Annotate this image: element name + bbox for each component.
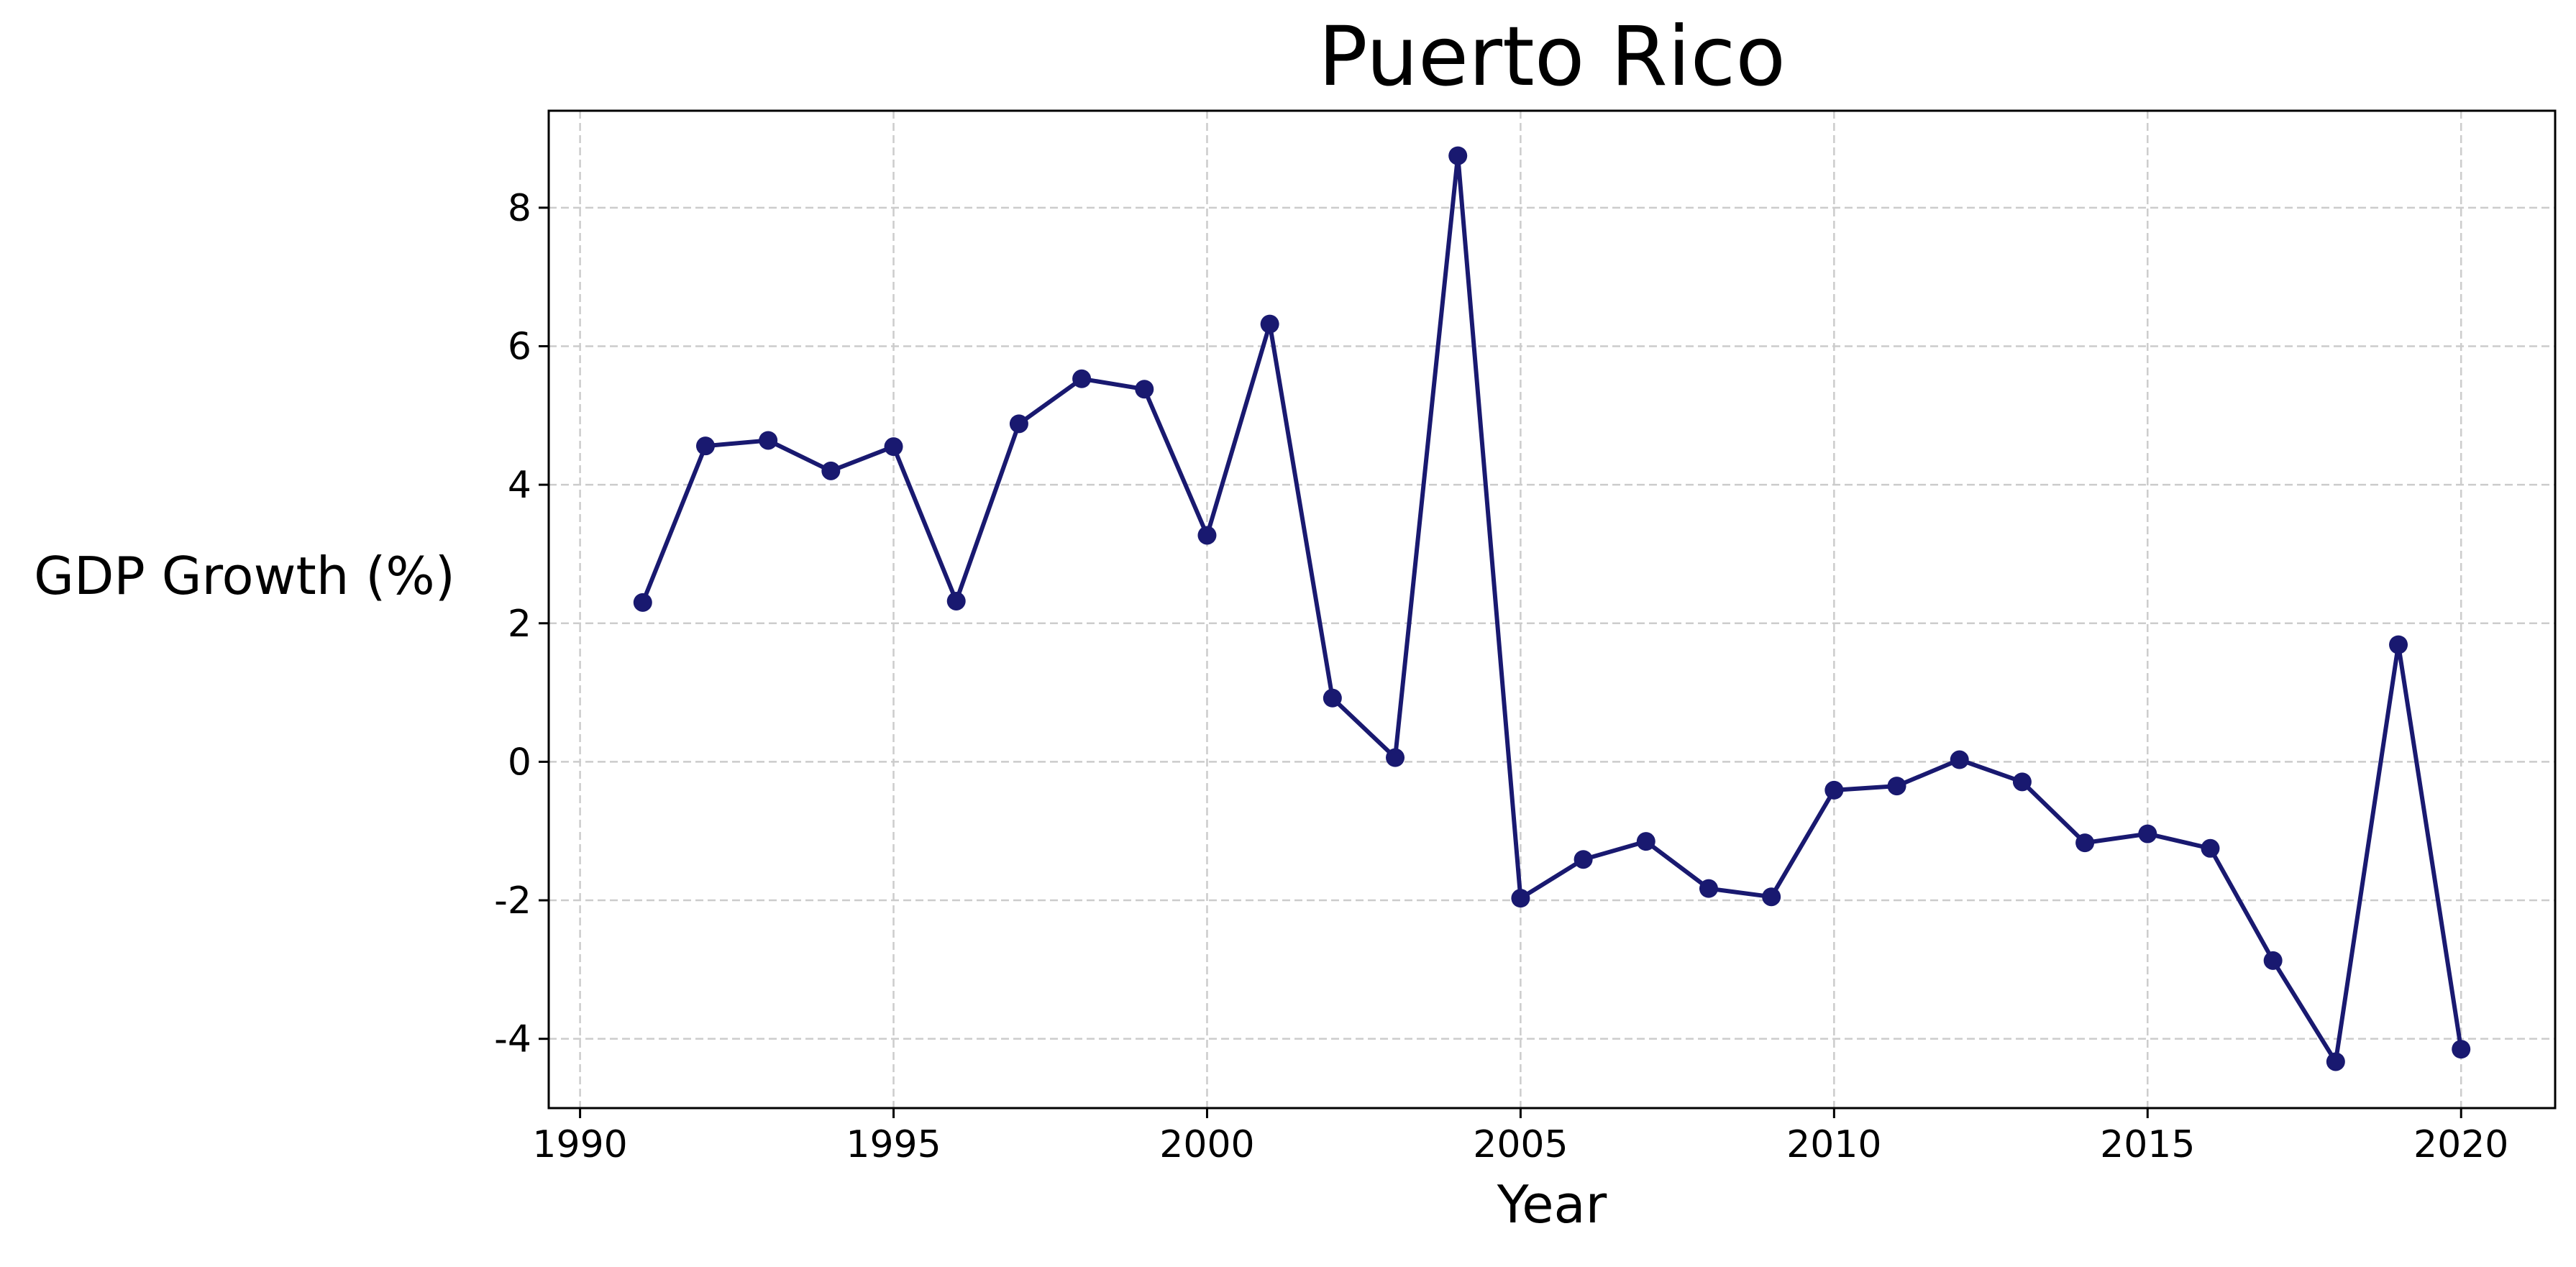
x-tick-label: 2000 xyxy=(1159,1123,1254,1166)
data-point xyxy=(1260,314,1279,334)
data-point xyxy=(2012,772,2032,792)
data-point xyxy=(633,593,652,612)
series-line xyxy=(640,153,2464,1064)
y-tick-label: 6 xyxy=(508,325,531,368)
y-tick-label: 4 xyxy=(508,464,531,507)
x-tick-label: 1995 xyxy=(846,1123,941,1166)
data-point xyxy=(1699,879,1718,898)
y-tick-label: -4 xyxy=(494,1018,531,1061)
y-axis-label: GDP Growth (%) xyxy=(34,546,455,606)
grid-lines xyxy=(549,111,2555,1108)
data-point xyxy=(1197,526,1217,545)
y-tick-label: -2 xyxy=(494,879,531,923)
data-point xyxy=(821,461,841,480)
data-point xyxy=(1009,414,1028,434)
x-axis-label: Year xyxy=(1497,1174,1607,1235)
data-point xyxy=(2326,1052,2345,1071)
data-point xyxy=(695,436,715,456)
data-point xyxy=(884,437,903,457)
data-point xyxy=(1762,887,1781,907)
x-tick-label: 2015 xyxy=(2100,1123,2195,1166)
data-point xyxy=(1950,750,1969,769)
series-layer xyxy=(633,146,2471,1071)
data-point xyxy=(1448,146,1468,165)
plot-frame xyxy=(547,109,2557,1110)
data-point xyxy=(2452,1040,2471,1059)
axis-ticks: 1990 1995 2000 2005 2010 2015 2020 -4 -2 0 2 4 6 8 xyxy=(494,187,2508,1166)
data-point xyxy=(1072,369,1092,388)
x-tick-label: 2010 xyxy=(1786,1123,1881,1166)
chart-title: Puerto Rico xyxy=(1318,9,1786,104)
data-point xyxy=(2201,838,2220,858)
data-point xyxy=(2263,951,2283,970)
data-point xyxy=(1511,889,1530,908)
data-point xyxy=(1574,850,1593,869)
data-point xyxy=(1386,748,1405,767)
data-point xyxy=(2138,824,2157,843)
x-tick-label: 1990 xyxy=(532,1123,627,1166)
y-tick-label: 0 xyxy=(508,741,531,784)
data-point xyxy=(1135,380,1154,399)
y-tick-label: 2 xyxy=(508,603,531,646)
data-point xyxy=(946,591,966,610)
y-tick-label: 8 xyxy=(508,187,531,230)
data-point xyxy=(1887,777,1906,796)
data-point xyxy=(2075,833,2095,853)
data-point xyxy=(1636,832,1655,851)
data-point xyxy=(2389,635,2408,654)
x-tick-label: 2005 xyxy=(1473,1123,1568,1166)
data-point xyxy=(759,431,778,450)
data-point xyxy=(1824,780,1844,800)
x-tick-label: 2020 xyxy=(2413,1123,2508,1166)
data-point xyxy=(1323,688,1342,708)
